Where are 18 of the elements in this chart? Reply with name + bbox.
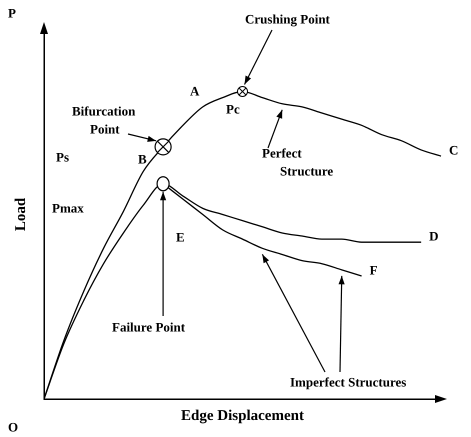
series-label: C [449,142,458,158]
text: Crushing Point [245,11,331,26]
annotation: B [138,151,147,166]
text: P [8,5,16,20]
y-axis-title: Load [12,197,29,232]
annotation: E [176,229,185,244]
annotation: Ps [56,149,69,164]
annotation: Perfect Structure [262,145,334,178]
series-label: D [429,228,439,244]
annotation: A [190,83,200,98]
annotation: Imperfect Structures [290,374,406,390]
annotation: Pmax [52,200,84,216]
series-label: F [370,262,378,278]
text: O [8,419,18,434]
annotation: Failure Point [112,319,186,334]
annotation: Pc [226,101,240,116]
x-axis-title: Edge Displacement [181,408,304,424]
annotation: Bifurcation Point [72,103,136,136]
